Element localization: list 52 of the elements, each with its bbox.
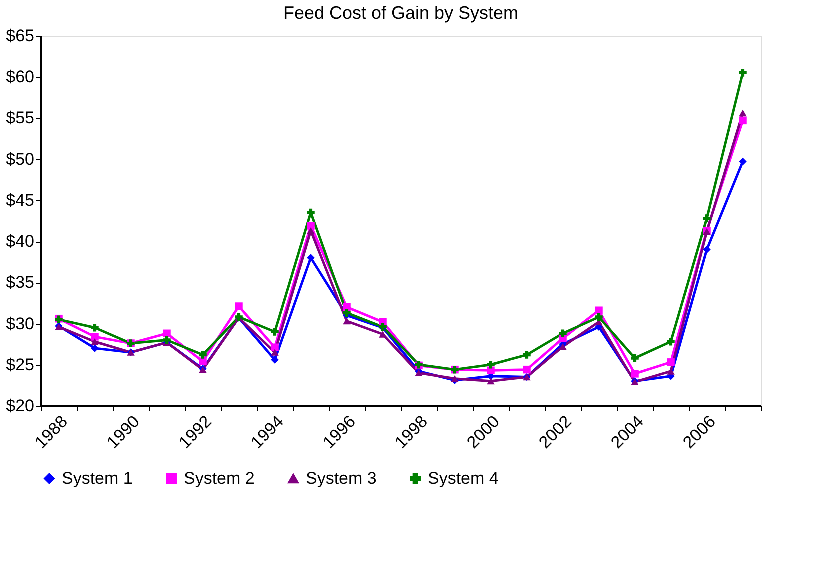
y-tick-label: $65 <box>6 26 34 46</box>
legend-label: System 1 <box>62 468 133 488</box>
point <box>271 328 279 336</box>
y-tick-label: $50 <box>6 150 34 169</box>
point <box>307 254 315 262</box>
point <box>523 366 531 374</box>
point <box>559 330 567 338</box>
point <box>595 313 603 322</box>
y-tick-label: $35 <box>6 273 34 292</box>
y-tick-label: $30 <box>6 314 34 334</box>
point <box>739 110 747 117</box>
point <box>271 356 279 364</box>
y-tick-label: $20 <box>6 396 34 416</box>
legend-label: System 2 <box>184 468 255 488</box>
legend-label: System 4 <box>428 468 499 488</box>
point <box>523 351 531 359</box>
point <box>91 333 99 341</box>
point <box>91 338 99 346</box>
point <box>595 306 603 314</box>
point <box>307 228 315 234</box>
point <box>163 336 171 344</box>
point <box>739 158 747 166</box>
point <box>703 246 711 254</box>
point <box>271 344 279 352</box>
legend-label: System 3 <box>306 468 377 488</box>
point <box>667 368 675 375</box>
point <box>703 214 711 222</box>
point <box>667 338 675 346</box>
point <box>379 331 387 338</box>
point <box>739 116 747 125</box>
y-tick-label: $25 <box>6 355 34 374</box>
y-tick-label: $60 <box>6 68 34 87</box>
y-tick-label: $45 <box>6 190 34 210</box>
y-tick-label: $55 <box>6 108 34 128</box>
point <box>163 330 171 338</box>
point <box>91 344 99 352</box>
point <box>667 358 675 366</box>
chart-title: Feed Cost of Gain by System <box>283 3 519 23</box>
point <box>739 69 747 77</box>
point <box>91 324 99 332</box>
point <box>487 378 495 385</box>
point <box>199 358 207 366</box>
point <box>343 318 351 325</box>
point <box>307 222 315 230</box>
point <box>271 349 279 356</box>
point <box>631 354 639 362</box>
point <box>343 309 351 317</box>
point <box>235 302 243 310</box>
y-tick-label: $40 <box>6 232 34 252</box>
point <box>487 361 495 369</box>
point <box>199 351 207 359</box>
point <box>631 370 639 378</box>
